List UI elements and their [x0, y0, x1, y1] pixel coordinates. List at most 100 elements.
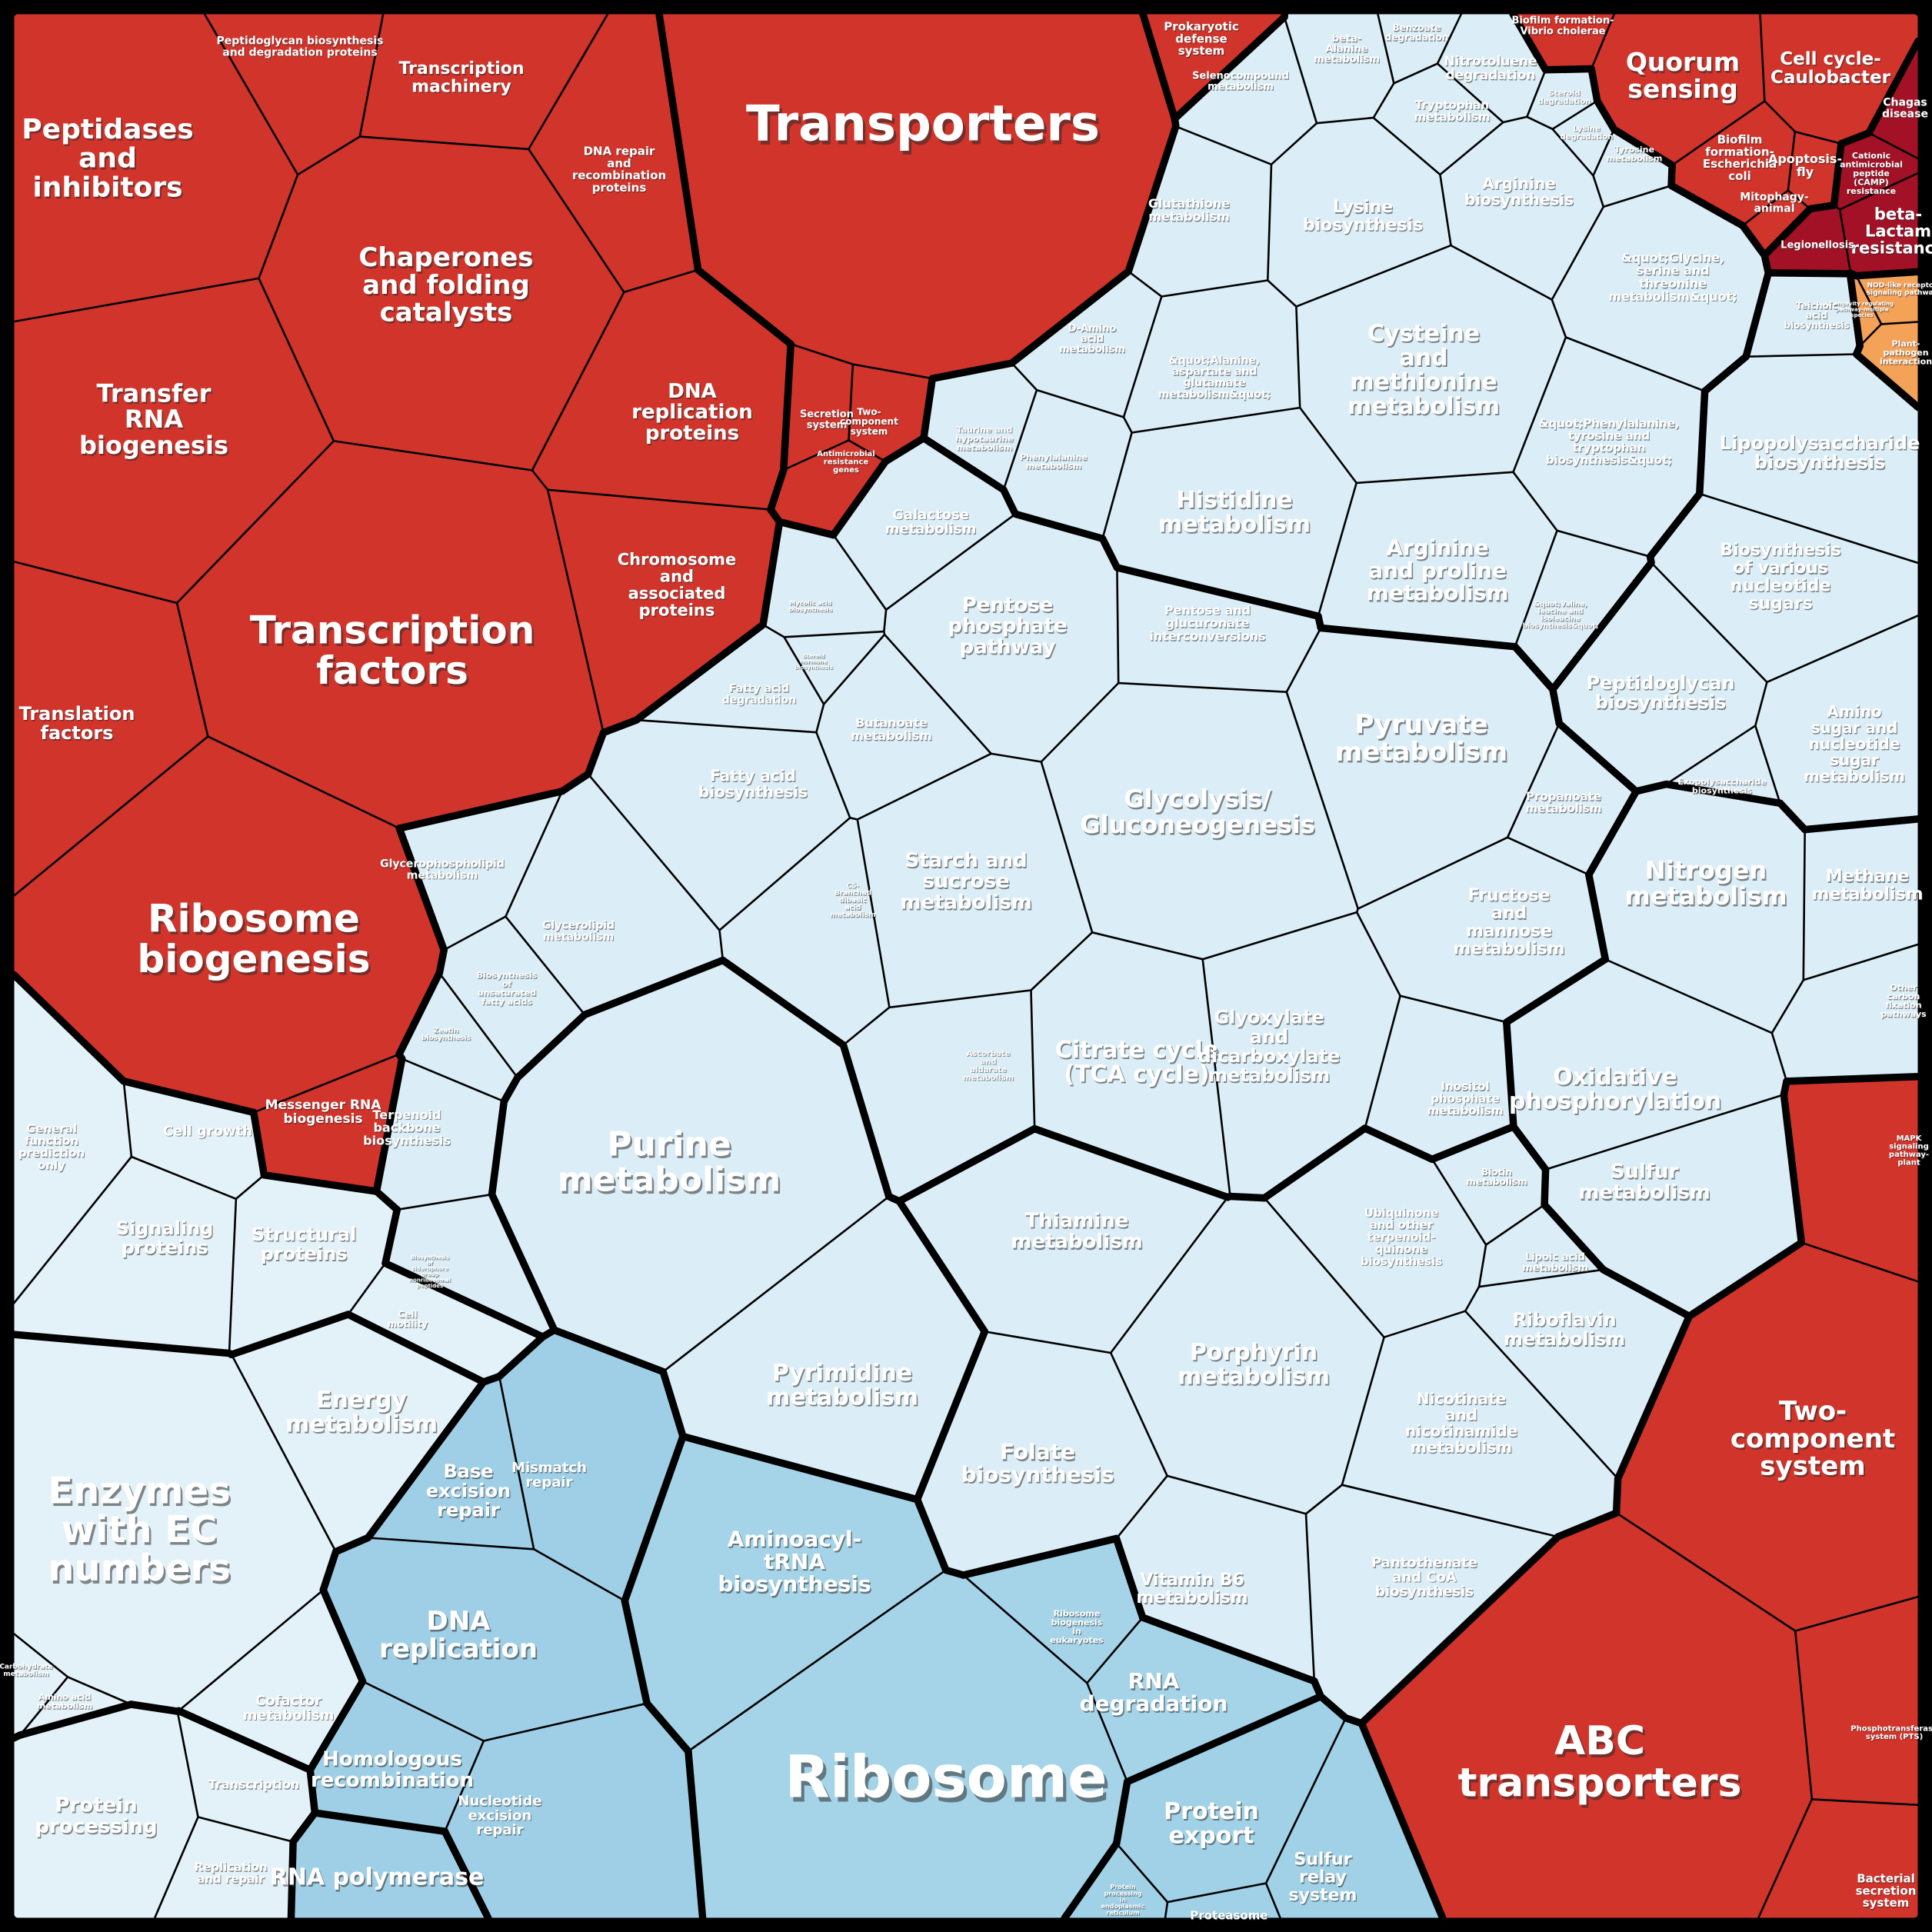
- cell[interactable]: [1616, 1242, 1918, 1631]
- cell[interactable]: [784, 631, 885, 705]
- cell[interactable]: [1440, 116, 1604, 300]
- cell[interactable]: [1591, 14, 1765, 165]
- cell[interactable]: [719, 818, 890, 1045]
- cell[interactable]: [253, 1054, 402, 1191]
- cell[interactable]: [783, 344, 853, 470]
- cell[interactable]: [1666, 725, 1780, 804]
- cell[interactable]: [1650, 494, 1918, 682]
- cell[interactable]: [1856, 271, 1919, 325]
- cell[interactable]: [663, 1196, 985, 1500]
- cell[interactable]: [1593, 129, 1673, 207]
- cell[interactable]: [1116, 1696, 1346, 1903]
- cell[interactable]: [1102, 408, 1357, 617]
- cell[interactable]: [491, 960, 889, 1372]
- cell[interactable]: [1165, 1883, 1281, 1918]
- cell[interactable]: [1117, 568, 1321, 692]
- cell[interactable]: [439, 916, 585, 1078]
- cell[interactable]: [528, 14, 698, 292]
- cell[interactable]: [1758, 1799, 1918, 1918]
- cell[interactable]: [1361, 1513, 1812, 1918]
- cell[interactable]: [588, 720, 851, 931]
- cell[interactable]: [924, 363, 1037, 490]
- cell[interactable]: [14, 736, 445, 1113]
- cell[interactable]: [1787, 132, 1841, 209]
- cell[interactable]: [291, 1813, 488, 1918]
- cell[interactable]: [505, 774, 723, 1015]
- cell[interactable]: [1202, 912, 1401, 1198]
- cell[interactable]: [1373, 63, 1504, 175]
- cell[interactable]: [1111, 1196, 1384, 1514]
- cell[interactable]: [1064, 1843, 1168, 1918]
- cell[interactable]: [1011, 271, 1162, 418]
- cell[interactable]: [323, 1537, 648, 1741]
- cell[interactable]: [1116, 1475, 1314, 1681]
- cell[interactable]: [229, 1174, 398, 1355]
- cell[interactable]: [1267, 118, 1451, 307]
- cell[interactable]: [816, 635, 991, 820]
- cell[interactable]: [348, 1263, 543, 1382]
- cell[interactable]: [1317, 471, 1557, 647]
- cell[interactable]: [636, 625, 824, 733]
- cell[interactable]: [20, 1677, 132, 1735]
- cell[interactable]: [177, 441, 604, 828]
- cell[interactable]: [123, 1081, 265, 1199]
- cell[interactable]: [1341, 1311, 1618, 1537]
- cell[interactable]: [884, 514, 1119, 762]
- cell[interactable]: [1465, 1269, 1690, 1479]
- cell[interactable]: [376, 1058, 505, 1210]
- cell[interactable]: [963, 1538, 1143, 1684]
- cell[interactable]: [1552, 562, 1767, 791]
- cell[interactable]: [14, 14, 298, 322]
- cell[interactable]: [763, 521, 887, 638]
- cell[interactable]: [385, 1194, 555, 1337]
- cell[interactable]: [1284, 14, 1394, 124]
- cell[interactable]: [857, 753, 1093, 1008]
- cell[interactable]: [14, 278, 334, 603]
- cell[interactable]: [14, 1634, 68, 1738]
- cell[interactable]: [178, 1590, 363, 1770]
- cell[interactable]: [1124, 280, 1301, 433]
- cell[interactable]: [1856, 321, 1918, 408]
- cell[interactable]: [499, 1330, 683, 1601]
- cell[interactable]: [1437, 14, 1546, 122]
- cell[interactable]: [625, 1436, 946, 1751]
- cell[interactable]: [848, 364, 933, 462]
- cell[interactable]: [14, 1157, 236, 1354]
- cell[interactable]: [310, 1681, 484, 1832]
- cell[interactable]: [1377, 14, 1461, 84]
- cell[interactable]: [1834, 132, 1918, 210]
- cell[interactable]: [1364, 995, 1514, 1160]
- cell[interactable]: [155, 1817, 294, 1919]
- cell[interactable]: [1266, 1717, 1443, 1918]
- cell[interactable]: [1357, 837, 1606, 1023]
- cell[interactable]: [1784, 1076, 1918, 1282]
- cell[interactable]: [1755, 615, 1918, 830]
- cell[interactable]: [771, 440, 886, 535]
- cell[interactable]: [1746, 272, 1860, 357]
- cell[interactable]: [1041, 683, 1358, 960]
- cell[interactable]: [1588, 784, 1805, 1034]
- cell[interactable]: [659, 14, 1176, 379]
- cell[interactable]: [1764, 205, 1851, 274]
- cell[interactable]: [14, 1334, 336, 1712]
- cell[interactable]: [359, 14, 608, 149]
- cell[interactable]: [1671, 101, 1795, 226]
- cell[interactable]: [1174, 17, 1317, 165]
- cell[interactable]: [368, 1376, 535, 1550]
- cell[interactable]: [833, 438, 1016, 610]
- cell[interactable]: [1264, 1128, 1487, 1337]
- cell[interactable]: [1803, 818, 1918, 981]
- cell[interactable]: [445, 1703, 703, 1918]
- cell[interactable]: [548, 489, 780, 733]
- cell[interactable]: [1506, 959, 1787, 1170]
- cell[interactable]: [1513, 337, 1705, 557]
- cell[interactable]: [1003, 390, 1132, 539]
- cell[interactable]: [204, 14, 384, 175]
- cell[interactable]: [1479, 1204, 1604, 1287]
- cell[interactable]: [531, 269, 791, 510]
- cell[interactable]: [1551, 185, 1769, 391]
- cell[interactable]: [1514, 530, 1651, 690]
- cell[interactable]: [14, 974, 132, 1304]
- cell[interactable]: [1527, 68, 1597, 129]
- cell[interactable]: [1031, 932, 1231, 1198]
